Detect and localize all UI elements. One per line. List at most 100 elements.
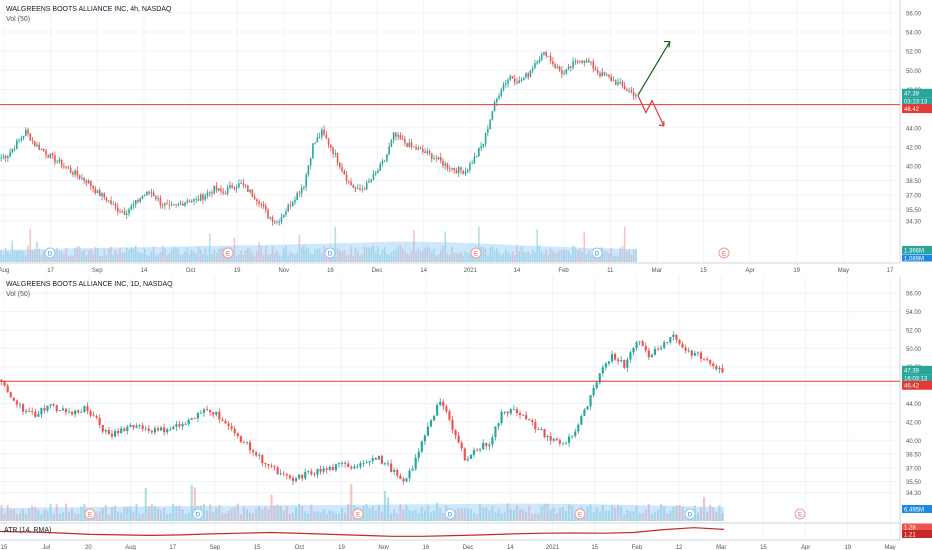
candle-body	[190, 200, 193, 202]
candle-body	[399, 135, 402, 139]
volume-bar	[77, 514, 80, 521]
volume-bar	[146, 254, 148, 262]
candle-body	[170, 204, 173, 206]
volume-bar	[103, 249, 106, 262]
candle-body	[121, 211, 124, 213]
volume-bar	[242, 506, 245, 521]
volume-bar	[460, 508, 463, 521]
candle-body	[288, 475, 291, 478]
candle-body	[576, 61, 579, 63]
candle-body	[85, 180, 88, 184]
volume-bar	[601, 505, 604, 521]
volume-bar	[415, 250, 417, 262]
volume-bar	[18, 249, 20, 262]
candle-body	[74, 170, 76, 175]
volume-bar	[408, 510, 411, 521]
candle-body	[607, 361, 611, 364]
candle-body	[448, 168, 451, 170]
volume-bar	[604, 510, 607, 521]
candle-body	[359, 463, 362, 467]
candle-body	[58, 410, 61, 412]
candle-body	[564, 442, 568, 444]
y-tick-label: 40.00	[906, 439, 922, 445]
volume-bar	[556, 251, 559, 262]
countdown-tag-bg	[902, 97, 932, 105]
candle-body	[110, 433, 114, 437]
volume-bar	[28, 508, 31, 521]
volume-bar	[433, 510, 436, 521]
candle-body	[408, 470, 411, 479]
volume-bar	[150, 504, 153, 521]
volume-bar	[380, 511, 384, 521]
volume-bar	[121, 252, 124, 262]
candle-body	[125, 213, 128, 215]
event-marker-label: E	[798, 513, 802, 519]
volume-bar	[153, 506, 156, 521]
volume-bar	[485, 507, 488, 521]
event-marker	[222, 247, 234, 259]
y-tick-label: 44.00	[906, 402, 922, 408]
volume-bar	[718, 505, 721, 521]
candle-body	[25, 410, 28, 412]
volume-bar	[204, 247, 207, 262]
candle-body	[621, 82, 624, 86]
volume-bar	[454, 510, 457, 521]
candle-body	[365, 462, 368, 464]
candle-body	[9, 152, 11, 157]
volume-bar	[460, 251, 462, 262]
candle-body	[27, 129, 29, 134]
candle-body	[669, 337, 672, 343]
volume-bar	[576, 249, 579, 262]
candle-body	[40, 408, 43, 415]
candle-body	[213, 185, 215, 194]
volume-bar	[507, 251, 509, 262]
event-marker-label: E	[578, 513, 582, 519]
volume-bar	[202, 254, 204, 262]
volume-bar	[178, 505, 181, 521]
candle-body	[323, 129, 325, 135]
candle-body	[426, 426, 430, 436]
candle-body	[387, 463, 390, 465]
volume-bar	[152, 246, 155, 262]
candle-body	[190, 417, 193, 420]
candle-body	[49, 153, 52, 158]
candle-body	[276, 467, 279, 474]
candle-body	[321, 129, 323, 137]
candle-body	[515, 409, 518, 414]
volume-bar	[552, 507, 555, 521]
candle-body	[294, 478, 298, 481]
event-marker-label: E	[722, 252, 726, 258]
volume-bar	[516, 245, 518, 262]
volume-bar	[614, 255, 617, 262]
candle-body	[256, 199, 258, 202]
candle-body	[304, 471, 307, 479]
volume-bar	[635, 506, 638, 521]
volume-bar	[314, 248, 316, 262]
volume-bar	[55, 504, 58, 521]
candle-body	[251, 189, 254, 197]
volume-bar	[310, 504, 313, 521]
candle-body	[231, 185, 233, 188]
candle-body	[224, 420, 227, 424]
candle-body	[253, 196, 256, 200]
volume-bar	[300, 247, 303, 262]
atr-prev-tag: 1.28	[904, 525, 916, 531]
candle-body	[635, 95, 637, 97]
candle-body	[255, 452, 258, 456]
volume-bar	[193, 487, 196, 521]
volume-bar	[253, 255, 256, 262]
candle-body	[233, 428, 236, 434]
volume-bar	[188, 254, 191, 262]
candle-body	[552, 438, 555, 441]
candle-body	[660, 347, 663, 350]
volume-bar	[213, 249, 215, 262]
volume-bar	[387, 497, 390, 521]
volume-bar	[255, 508, 258, 521]
candle-body	[454, 429, 457, 436]
volume-bar	[488, 510, 491, 521]
volume-bar	[325, 513, 328, 521]
volume-bar	[117, 511, 120, 521]
volume-bar	[289, 251, 292, 262]
volume-bar	[644, 509, 647, 521]
y-tick-label: 56.00	[906, 11, 922, 17]
